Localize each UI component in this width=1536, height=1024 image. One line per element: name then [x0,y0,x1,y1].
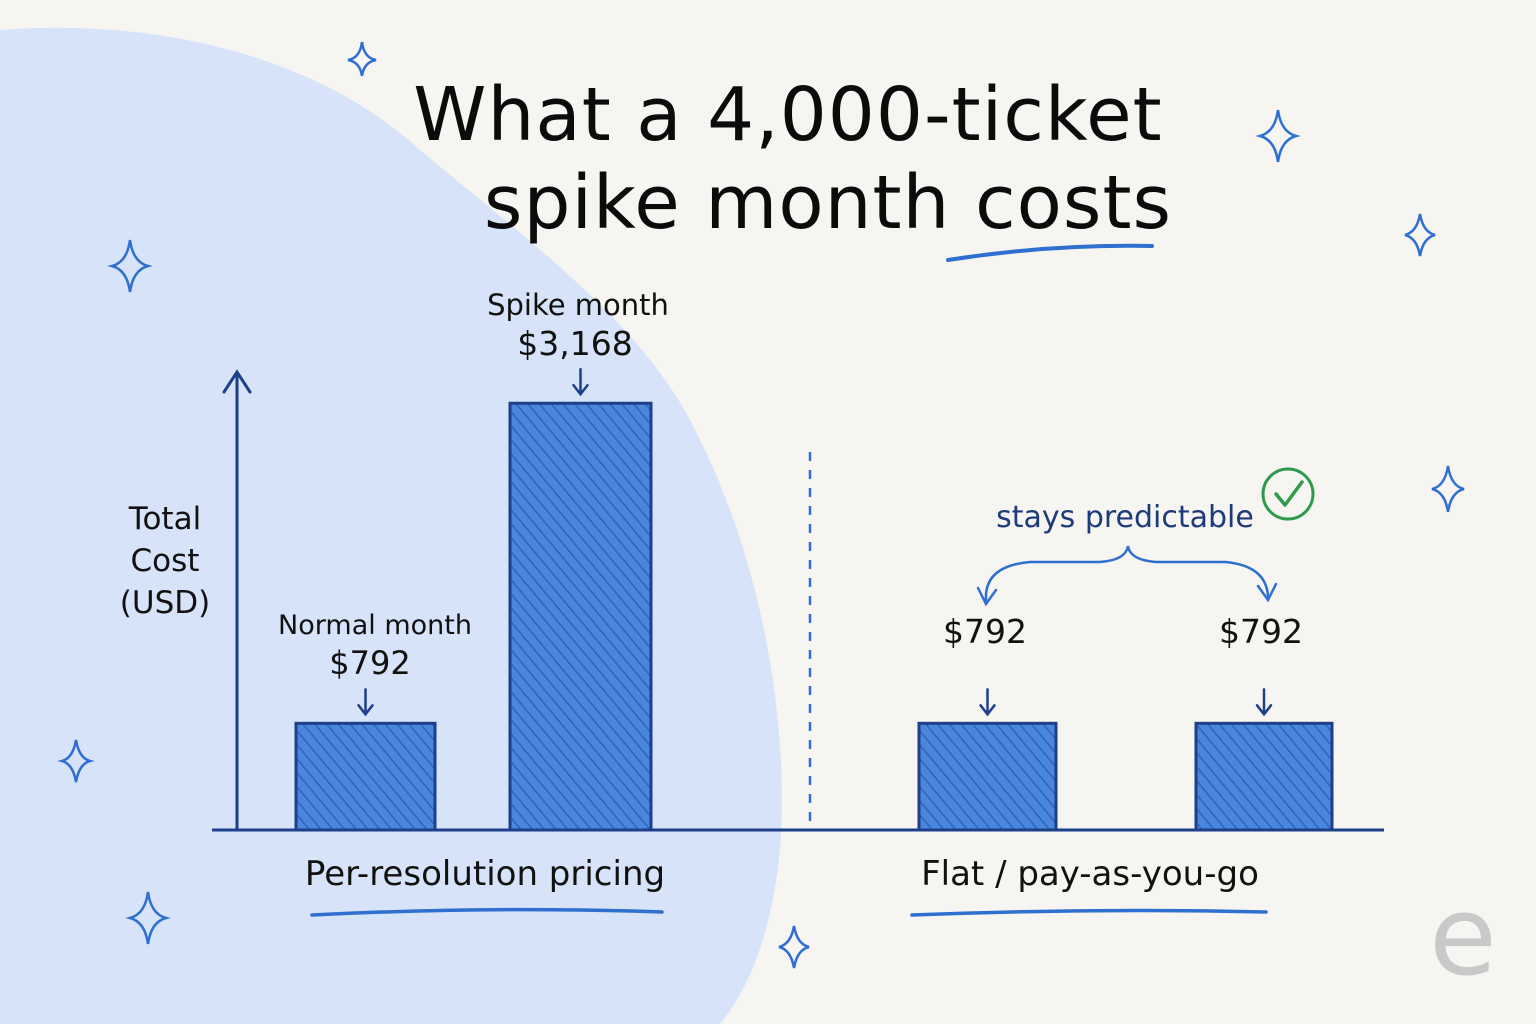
y-axis-label-line: (USD) [119,585,211,621]
sparkle-icon [107,239,153,293]
sparkle-icon [778,925,810,969]
value-arrow-icon [572,368,589,397]
title-underline [946,243,1154,262]
group-label-flat: Flat / pay-as-you-go [921,854,1259,894]
value-arrow-icon [979,688,996,717]
sparkle-icon [1404,213,1436,257]
value-arrow-icon [1255,688,1273,717]
bracket-arrow-left-icon [976,586,998,607]
sparkle-icon [1431,465,1465,513]
check-circle-icon [1261,467,1315,521]
predictable-bracket [976,545,1278,607]
bars-layer [294,401,1334,832]
group-underline-per-resolution [310,907,664,917]
y-axis-label-line: Total [128,501,202,537]
bar-0 [294,721,437,832]
y-axis-label-line: Cost [130,543,200,579]
chart-title-line-1: What a 4,000-ticket [413,72,1163,158]
bar-3 [1194,721,1334,832]
y-axis-arrow-icon [222,369,252,394]
group-label-per-resolution: Per-resolution pricing [304,854,666,894]
bar-value-label: $792 [943,612,1027,651]
sparkle-icon [57,739,95,783]
bar-category-label: Spike month [487,288,669,322]
bar-2 [917,721,1058,832]
bar-value-label: $3,168 [517,324,633,363]
bar-value-label: $792 [1219,612,1303,651]
value-arrows [357,368,1273,717]
annotation-stays-predictable: stays predictable [996,500,1254,535]
sparkle-decorations [57,41,1465,969]
sparkle-icon [347,41,377,77]
bar-category-label: Normal month [278,610,472,641]
sparkle-icon [1255,109,1301,163]
group-underline-flat [910,908,1268,917]
brand-logo: e [1429,872,1497,1000]
bar-value-label: $792 [329,644,411,682]
sparkle-icon [125,891,171,945]
y-axis-label: Total Cost (USD) [110,498,220,624]
bar-1 [508,401,653,832]
chart-title-line-2: spike month costs [483,160,1173,246]
bracket-arrow-right-icon [1256,582,1278,603]
value-arrow-icon [357,688,374,717]
